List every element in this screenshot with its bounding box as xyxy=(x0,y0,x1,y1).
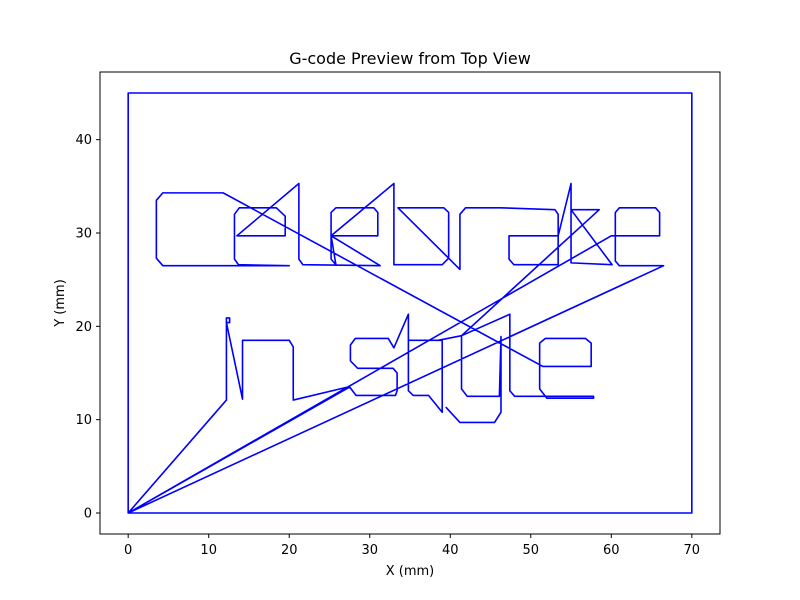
x-tick-label: 40 xyxy=(442,543,459,558)
x-tick-label: 70 xyxy=(684,543,701,558)
y-tick-label: 10 xyxy=(75,413,92,428)
y-axis-ticks: 0 10 20 30 40 xyxy=(75,133,100,522)
y-axis-label: Y (mm) xyxy=(53,279,68,328)
y-tick-label: 0 xyxy=(84,507,92,522)
x-tick-label: 10 xyxy=(200,543,217,558)
plot-area xyxy=(127,92,693,514)
x-tick-label: 60 xyxy=(603,543,620,558)
y-tick-label: 30 xyxy=(75,227,92,242)
y-tick-label: 20 xyxy=(75,320,92,335)
x-axis-label: X (mm) xyxy=(386,564,435,579)
x-axis-ticks: 0 10 20 30 40 50 60 70 xyxy=(124,534,700,558)
x-tick-label: 50 xyxy=(523,543,540,558)
chart-title: G-code Preview from Top View xyxy=(289,49,531,68)
x-tick-label: 30 xyxy=(361,543,378,558)
axes-frame xyxy=(99,71,721,535)
x-tick-label: 0 xyxy=(124,543,132,558)
y-tick-label: 40 xyxy=(75,133,92,148)
x-tick-label: 20 xyxy=(281,543,298,558)
toolpath-line xyxy=(127,92,693,514)
